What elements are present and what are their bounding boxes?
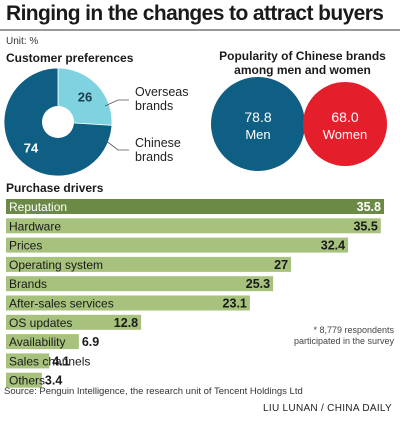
source-line: Source: Penguin Intelligence, the resear… [4, 386, 303, 397]
bubble-label: Women [323, 127, 368, 142]
purchase-drivers-title: Purchase drivers [6, 181, 104, 195]
donut-hole [42, 106, 74, 138]
bar-category-label: Operating system [9, 258, 103, 272]
bar-value-label: 12.8 [114, 316, 138, 330]
bar-value-label: 32.4 [321, 239, 345, 253]
bar-operating-system [6, 256, 292, 272]
bubble-value: 68.0 [331, 109, 358, 125]
credit-line: LIU LUNAN / CHINA DAILY [263, 403, 392, 414]
customer-preferences-title: Customer preferences [6, 51, 134, 65]
pie-slice-label: Overseas [135, 85, 189, 99]
bar-category-label: After-sales services [9, 297, 114, 311]
bar-availability [6, 334, 79, 350]
unit-label: Unit: % [6, 36, 39, 47]
bar-others [6, 372, 42, 388]
bar-value-label: 35.8 [357, 200, 381, 214]
bar-value-label: 35.5 [353, 219, 377, 233]
popularity-title: Popularity of Chinese brands among men a… [219, 49, 386, 77]
bubble-value: 78.8 [244, 109, 271, 125]
bar-value-label: 4.1 [52, 354, 69, 368]
bubble-label: Men [245, 127, 270, 142]
bar-value-label: 3.4 [45, 374, 62, 388]
bar-category-label: Reputation [9, 200, 67, 214]
bar-category-label: Others [9, 374, 45, 388]
bar-value-label: 25.3 [246, 277, 270, 291]
title-divider [0, 29, 400, 31]
pie-leader-line [104, 99, 129, 107]
bar-os-updates [6, 314, 142, 330]
bar-brands [6, 276, 274, 292]
bubble-men [211, 77, 305, 171]
pie-leader-line [104, 139, 129, 151]
page-title: Ringing in the changes to attract buyers [6, 2, 384, 25]
pie-value-label: 26 [78, 90, 92, 105]
pie-slice-label: brands [135, 150, 173, 164]
bar-sales-channels [6, 353, 50, 369]
bar-category-label: Hardware [9, 219, 61, 233]
bar-value-label: 6.9 [82, 335, 99, 349]
bar-category-label: OS updates [9, 316, 72, 330]
pie-slice-label: brands [135, 99, 173, 113]
pie-slice-overseas [57, 67, 113, 126]
pie-slice-label: Chinese [135, 136, 181, 150]
bar-value-label: 27 [274, 258, 288, 272]
bar-value-label: 23.1 [223, 297, 247, 311]
bar-reputation [6, 199, 384, 214]
bar-category-label: Sales channels [9, 354, 90, 368]
bar-hardware [6, 218, 381, 234]
bar-category-label: Availability [9, 335, 65, 349]
pie-value-label: 74 [24, 140, 39, 155]
bar-category-label: Prices [9, 239, 42, 253]
survey-note: * 8,779 respondents participated in the … [293, 325, 394, 346]
bubble-women [303, 82, 387, 166]
bar-prices [6, 237, 349, 253]
bar-after-sales-services [6, 295, 250, 311]
bar-category-label: Brands [9, 277, 47, 291]
